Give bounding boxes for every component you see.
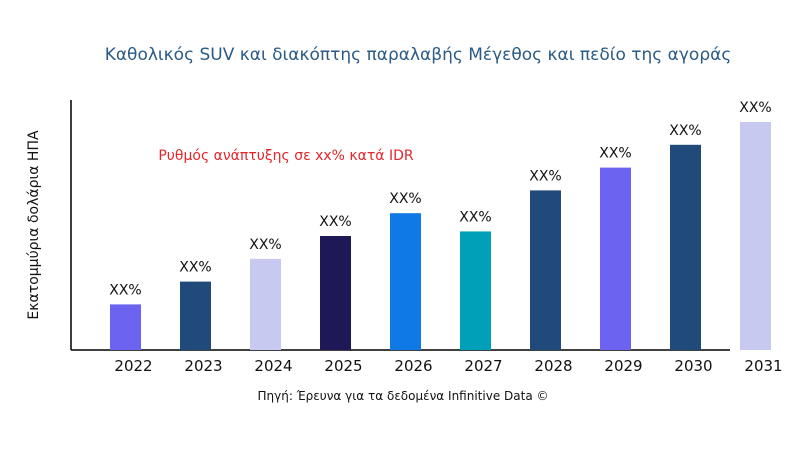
data-label-2031: XX% <box>739 100 771 116</box>
x-tick-label-2029: 2029 <box>604 357 642 375</box>
data-label-2028: XX% <box>529 168 561 184</box>
x-tick-label-2026: 2026 <box>394 357 432 375</box>
x-tick-label-2023: 2023 <box>184 357 222 375</box>
bar-2031 <box>740 122 771 350</box>
bar-2023 <box>180 281 211 350</box>
y-axis-label: Εκατομμύρια δολάρια ΗΠΑ <box>26 130 42 320</box>
data-label-2025: XX% <box>319 214 351 230</box>
growth-annotation: Ρυθμός ανάπτυξης σε xx% κατά IDR <box>158 148 414 164</box>
bar-2022 <box>110 304 141 350</box>
data-label-2030: XX% <box>669 123 701 139</box>
x-tick-label-2030: 2030 <box>674 357 712 375</box>
data-label-2024: XX% <box>249 237 281 253</box>
chart-title: Καθολικός SUV και διακόπτης παραλαβής Μέ… <box>105 45 732 65</box>
bar-2025 <box>320 236 351 350</box>
x-tick-label-2028: 2028 <box>534 357 572 375</box>
x-tick-label-2025: 2025 <box>324 357 362 375</box>
data-label-2026: XX% <box>389 191 421 207</box>
data-label-2027: XX% <box>459 209 491 225</box>
bar-2024 <box>250 258 281 350</box>
x-tick-label-2027: 2027 <box>464 357 502 375</box>
bar-2030 <box>670 144 701 350</box>
x-tick-label-2031: 2031 <box>744 357 782 375</box>
source-note: Πηγή: Έρευνα για τα δεδομένα Infinitive … <box>258 389 549 403</box>
bar-2029 <box>600 167 631 350</box>
bar-2028 <box>530 190 561 350</box>
data-label-2029: XX% <box>599 146 631 162</box>
data-label-2022: XX% <box>109 282 141 298</box>
bar-2026 <box>390 213 421 350</box>
x-tick-label-2024: 2024 <box>254 357 292 375</box>
data-label-2023: XX% <box>179 260 211 276</box>
bar-2027 <box>460 231 491 350</box>
x-tick-label-2022: 2022 <box>114 357 152 375</box>
